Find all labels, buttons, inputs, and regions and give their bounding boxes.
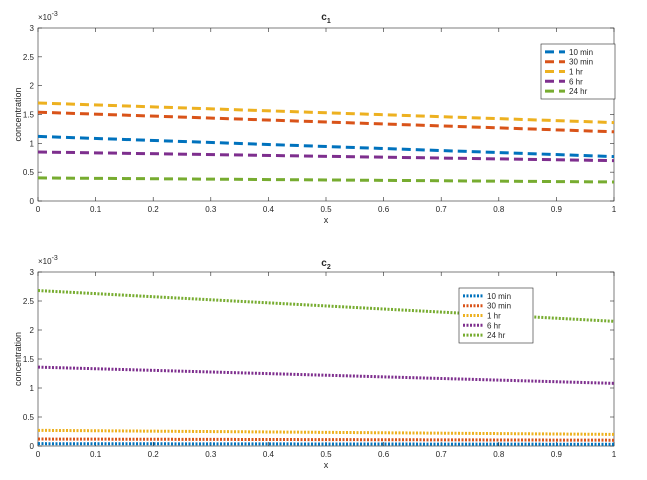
y-tick-label: 2 (30, 326, 35, 335)
chart-title-subscript: 2 (327, 264, 331, 271)
x-tick-label: 0.2 (148, 205, 160, 214)
series-line-10-min (37, 442, 615, 446)
series-line-1-hr (37, 101, 615, 125)
series-line-24-hr (37, 176, 615, 184)
chart-title-text: c (321, 12, 327, 23)
x-tick-label: 0.6 (378, 205, 390, 214)
y-exponent-label: ×10-3 (38, 255, 58, 266)
series-line-1-hr (37, 428, 615, 436)
x-tick-label: 0.2 (148, 450, 160, 459)
x-tick-label: 1 (612, 205, 617, 214)
x-tick-label: 0.1 (90, 205, 102, 214)
x-tick-label: 0.4 (263, 450, 275, 459)
legend-entry: 30 min (569, 58, 593, 67)
legend-entry: 1 hr (569, 68, 583, 77)
x-tick-label: 0.3 (205, 205, 217, 214)
y-axis-label: concentration (13, 87, 23, 141)
x-tick-label: 0 (36, 450, 41, 459)
legend-entry: 1 hr (487, 312, 501, 321)
y-tick-label: 1 (30, 384, 35, 393)
legend-entry: 10 min (569, 48, 593, 57)
y-tick-label: 0.5 (23, 168, 35, 177)
y-exponent-label: ×10-3 (38, 11, 58, 22)
y-exponent-power: -3 (52, 11, 58, 18)
y-tick-label: 3 (30, 24, 35, 33)
x-tick-label: 0.5 (320, 205, 332, 214)
series-line-6-hr (37, 365, 615, 385)
y-tick-label: 2.5 (23, 53, 35, 62)
y-tick-label: 0 (30, 442, 35, 451)
y-tick-label: 1.5 (23, 111, 35, 120)
x-axis-label: x (324, 215, 329, 225)
x-axis-label: x (324, 460, 329, 470)
x-tick-label: 0.3 (205, 450, 217, 459)
legend-entry: 6 hr (487, 321, 501, 330)
y-exponent-base: ×10 (38, 257, 52, 266)
chart-title: c2 (321, 258, 331, 271)
legend-entry: 6 hr (569, 77, 583, 86)
x-tick-label: 0.5 (320, 450, 332, 459)
x-tick-label: 0.8 (493, 205, 505, 214)
y-tick-label: 1 (30, 139, 35, 148)
chart-c1: 0 0.1 0.2 0.3 0.4 0.5 0.6 0.7 0.8 0.9 1 0 0.5 1 1.5 2 2.… (13, 11, 617, 225)
y-tick-label: 2.5 (23, 297, 35, 306)
y-exponent-power: -3 (52, 255, 58, 262)
y-tick-label: 2 (30, 82, 35, 91)
x-tick-label: 0.9 (551, 205, 563, 214)
chart-title: c1 (321, 12, 331, 25)
y-tick-label: 0.5 (23, 413, 35, 422)
series-line-30-min (37, 437, 615, 442)
chart-c2: 0 0.1 0.2 0.3 0.4 0.5 0.6 0.7 0.8 0.9 1 0 0.5 1 1.5 2 2.… (13, 255, 617, 470)
y-tick-label: 3 (30, 268, 35, 277)
legend-entry: 24 hr (487, 331, 506, 340)
x-tick-label: 0.9 (551, 450, 563, 459)
series-line-10-min (37, 134, 615, 159)
x-tick-label: 0 (36, 205, 41, 214)
legend-entry: 24 hr (569, 87, 588, 96)
x-tick-label: 0.7 (436, 450, 448, 459)
x-tick-label: 0.1 (90, 450, 102, 459)
x-tick-label: 0.4 (263, 205, 275, 214)
x-tick-label: 1 (612, 450, 617, 459)
x-tick-label: 0.7 (436, 205, 448, 214)
legend-entry: 10 min (487, 292, 511, 301)
chart-title-subscript: 1 (327, 18, 331, 25)
series-line-30-min (37, 110, 615, 134)
chart-title-text: c (321, 258, 327, 269)
x-tick-label: 0.6 (378, 450, 390, 459)
x-tick-label: 0.8 (493, 450, 505, 459)
y-axis-label: concentration (13, 332, 23, 386)
y-exponent-base: ×10 (38, 13, 52, 22)
y-tick-label: 0 (30, 197, 35, 206)
series-line-6-hr (37, 150, 615, 163)
legend-entry: 30 min (487, 302, 511, 311)
y-tick-label: 1.5 (23, 355, 35, 364)
